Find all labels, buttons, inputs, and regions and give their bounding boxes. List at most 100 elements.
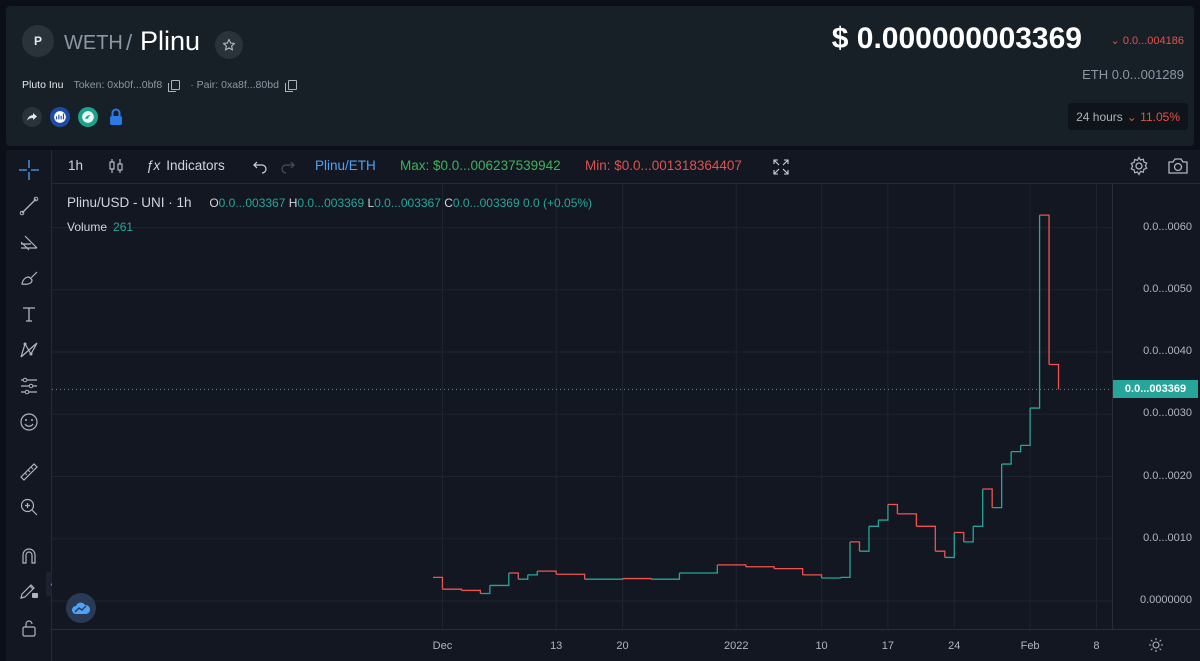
undo-icon	[253, 161, 267, 174]
price-usd: $ 0.000000003369	[831, 22, 1082, 55]
price-segment	[442, 588, 463, 591]
price-tick-label: 0.0...0060	[1143, 220, 1192, 233]
trendline-tool[interactable]	[17, 194, 41, 218]
time-tick-label: Dec	[432, 640, 453, 652]
ruler-tool[interactable]	[17, 460, 41, 484]
etherscan-icon	[54, 111, 66, 123]
token-name: Pluto Inu	[22, 79, 64, 91]
timeframe-selector[interactable]: 24 hours ⌄ 11.05%	[1068, 103, 1188, 130]
price-segment	[556, 573, 586, 580]
time-tick-label: 10	[815, 640, 828, 652]
time-scale[interactable]	[52, 629, 1200, 661]
legend-open: 0.0...003367	[218, 196, 286, 210]
price-eth: ETH 0.0...001289	[1082, 67, 1184, 82]
lock-drawings-tool[interactable]	[17, 578, 41, 602]
price-segment	[954, 531, 965, 542]
volume-legend: Volume 261	[67, 220, 133, 234]
price-segment	[935, 550, 946, 558]
magnet-tool[interactable]	[17, 544, 41, 568]
token-header: P WETH / Plinu Pluto Inu Token: 0xb0f...…	[6, 6, 1194, 146]
smiley-icon	[20, 413, 38, 431]
legend-change: 0.0 (+0.05%)	[523, 196, 593, 210]
pair-address[interactable]: · Pair: 0xa8f...80bd	[190, 79, 279, 91]
copy-pair-icon[interactable]	[284, 80, 297, 92]
price-segment	[508, 572, 519, 580]
chart-pane[interactable]	[52, 184, 1112, 629]
drawing-toolbar	[6, 150, 52, 661]
time-tick-label: 24	[948, 640, 961, 652]
magnet-icon	[22, 548, 36, 564]
ruler-icon	[20, 463, 38, 481]
price-segment	[774, 567, 804, 575]
price-chart[interactable]	[52, 184, 1112, 629]
price-segment	[461, 589, 482, 594]
compare-pair[interactable]: Plinu/ETH	[315, 158, 376, 173]
price-tick-label: 0.0...0020	[1143, 469, 1192, 482]
time-tick-label: 2022	[724, 640, 749, 652]
candles-icon	[109, 159, 123, 173]
fullscreen-icon	[773, 159, 789, 175]
crosshair-icon	[19, 160, 39, 180]
price-tick-label: 0.0...0010	[1143, 531, 1192, 544]
share-button[interactable]	[22, 107, 42, 127]
copy-token-icon[interactable]	[168, 80, 181, 92]
favorite-button[interactable]	[215, 31, 243, 59]
auto-scale-button[interactable]	[1148, 637, 1164, 658]
settings-button[interactable]	[1129, 156, 1149, 179]
candles-button[interactable]	[107, 157, 125, 178]
redo-icon	[281, 161, 295, 174]
price-segment	[432, 576, 444, 590]
price-segment	[821, 577, 842, 579]
emoji-tool[interactable]	[17, 410, 41, 434]
undo-button[interactable]	[252, 158, 268, 177]
etherscan-link[interactable]	[50, 107, 70, 127]
text-tool[interactable]	[17, 302, 41, 326]
pattern-icon	[20, 342, 38, 358]
legend-high: 0.0...003369	[297, 196, 365, 210]
legend-low-label: L	[367, 196, 375, 210]
fx-icon: ƒx	[146, 158, 161, 173]
text-icon	[23, 307, 35, 322]
pencil-lock-icon	[20, 584, 38, 599]
prediction-tool[interactable]	[17, 374, 41, 398]
price-segment	[992, 464, 1003, 509]
price-segment	[584, 578, 624, 580]
pattern-tool[interactable]	[17, 338, 41, 362]
token-links	[22, 107, 126, 127]
unlock-tool[interactable]	[17, 616, 41, 640]
uniswap-link[interactable]	[78, 107, 98, 127]
legend-open-label: O	[209, 196, 219, 210]
price-segment	[650, 572, 681, 580]
tradingview-logo[interactable]	[66, 593, 96, 623]
price-segment	[887, 503, 899, 514]
price-tick-label: 0.0...0040	[1143, 345, 1192, 358]
lock-link[interactable]	[106, 107, 126, 127]
price-segment	[944, 532, 955, 559]
screenshot-button[interactable]	[1167, 156, 1189, 179]
legend-symbol: Plinu/USD - UNI · 1h	[67, 195, 192, 210]
fullscreen-button[interactable]	[772, 158, 790, 179]
fib-tool[interactable]	[17, 230, 41, 254]
indicators-label: Indicators	[166, 158, 225, 173]
indicators-button[interactable]: ƒx Indicators	[146, 158, 225, 173]
zoom-tool[interactable]	[17, 495, 41, 519]
price-segment	[1049, 363, 1060, 390]
price-segment	[982, 488, 993, 508]
price-segment	[878, 504, 889, 521]
price-scale[interactable]: 0.0...0060 0.0...0050 0.0...0040 0.0...0030…	[1112, 184, 1200, 629]
token-address[interactable]: Token: 0xb0f...0bf8	[73, 79, 163, 91]
price-segment	[717, 564, 747, 567]
timeframe-change: ⌄ 11.05%	[1126, 109, 1180, 124]
price-tick-label: 0.0...0030	[1143, 407, 1192, 420]
price-segment	[1039, 214, 1050, 365]
interval-selector[interactable]: 1h	[68, 158, 84, 173]
timeframe-label: 24 hours	[1076, 109, 1123, 124]
crosshair-tool[interactable]	[17, 158, 41, 182]
time-tick-label: 8	[1093, 640, 1100, 652]
redo-button[interactable]	[280, 158, 296, 177]
price-segment	[1020, 408, 1031, 447]
price-segment	[916, 525, 936, 552]
base-symbol: Plinu	[140, 26, 201, 56]
star-icon	[222, 38, 236, 51]
brush-tool[interactable]	[17, 266, 41, 290]
